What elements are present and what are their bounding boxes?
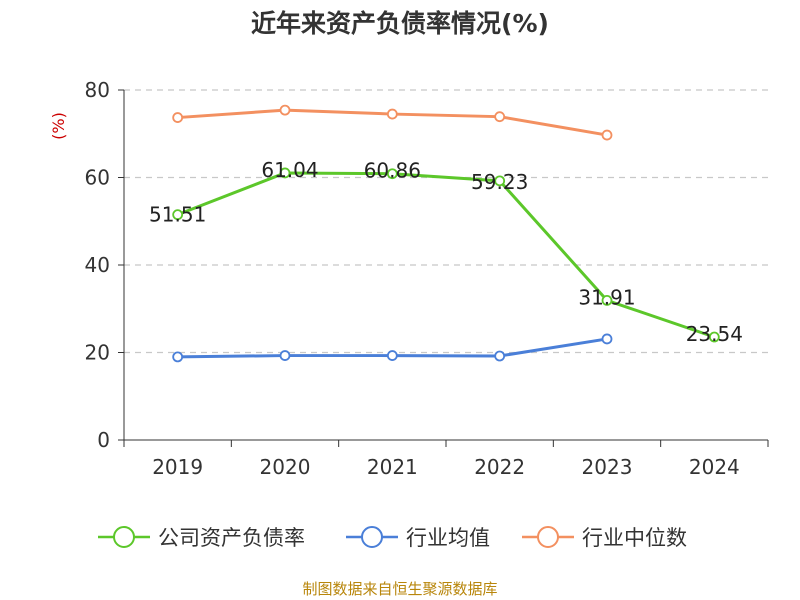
x-tick-label: 2021	[367, 455, 418, 479]
y-tick-label: 0	[97, 428, 110, 452]
data-label: 59.23	[471, 170, 528, 194]
data-point	[494, 350, 506, 362]
y-tick-label: 80	[85, 78, 110, 102]
data-point	[494, 111, 506, 123]
gridlines	[124, 89, 768, 354]
x-tick-label: 2024	[689, 455, 740, 479]
y-tick-label: 20	[85, 341, 110, 365]
series	[172, 104, 720, 363]
x-tick-label: 2022	[474, 455, 525, 479]
data-label: 31.91	[578, 285, 635, 309]
data-point	[279, 167, 291, 179]
x-tick-label: 2023	[582, 455, 633, 479]
legend-marker	[361, 526, 383, 548]
data-point	[708, 331, 720, 343]
legend-label: 行业均值	[406, 526, 490, 550]
data-label: 51.51	[149, 203, 206, 227]
legend-marker	[113, 526, 135, 548]
source-note: 制图数据来自恒生聚源数据库	[302, 580, 498, 598]
x-tick-label: 2019	[152, 455, 203, 479]
chart-title: 近年来资产负债率情况(%)	[251, 9, 549, 38]
legend: 公司资产负债率 行业均值 行业中位数	[98, 526, 687, 550]
data-point	[601, 333, 613, 345]
data-point	[601, 129, 613, 141]
legend-label: 公司资产负债率	[158, 526, 305, 550]
axes: 0 20 40 60 80 2019 2020 2021 2022 2023 2024 (%)	[49, 78, 769, 479]
x-tick-label: 2020	[260, 455, 311, 479]
y-tick-label: 40	[85, 253, 110, 277]
data-point	[601, 294, 613, 306]
data-point	[279, 104, 291, 116]
data-point	[386, 350, 398, 361]
data-point	[172, 112, 184, 123]
data-point	[386, 108, 398, 120]
data-point	[494, 175, 506, 187]
data-point	[279, 350, 291, 361]
data-label: 23.54	[686, 322, 743, 346]
y-tick-label: 60	[85, 166, 110, 190]
data-point	[172, 351, 184, 363]
data-labels: 51.51 61.04 60.86 59.23 31.91 23.54	[149, 158, 743, 346]
data-point	[386, 168, 398, 180]
legend-label: 行业中位数	[582, 526, 687, 550]
data-point	[172, 209, 184, 221]
y-axis-unit: (%)	[49, 112, 68, 140]
series-line-0	[176, 171, 716, 339]
data-label: 60.86	[364, 159, 421, 183]
data-label: 61.04	[261, 158, 318, 182]
legend-marker	[537, 526, 559, 548]
